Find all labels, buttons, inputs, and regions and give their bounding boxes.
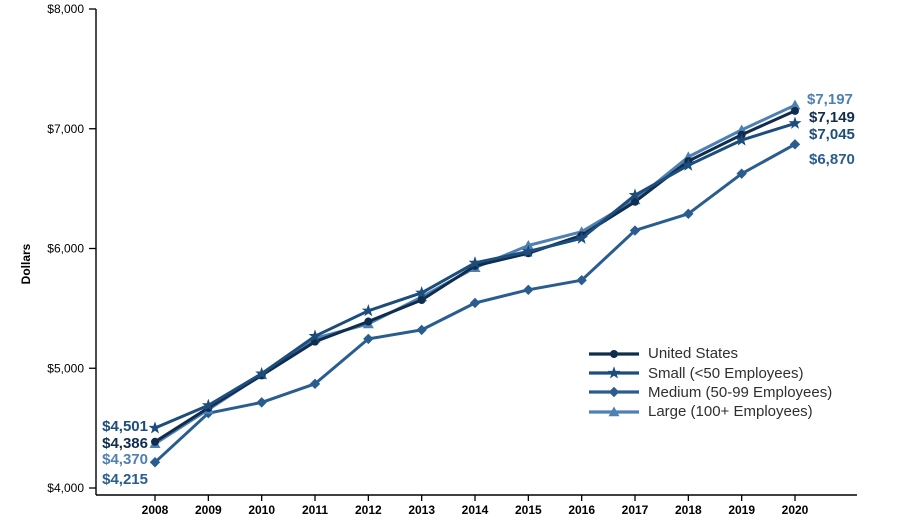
data-point (521, 244, 535, 257)
x-tick-label: 2014 (462, 503, 489, 517)
start-value-label: $4,386 (102, 435, 148, 452)
diamond-marker (608, 387, 620, 398)
data-point (629, 225, 641, 236)
data-point (736, 168, 747, 179)
data-point (468, 256, 482, 269)
data-point (628, 188, 642, 201)
diamond-marker-icon (589, 387, 639, 398)
legend-label: United States (648, 345, 739, 363)
data-point (736, 124, 748, 135)
star-marker-icon (589, 366, 639, 379)
x-tick-label: 2017 (622, 503, 649, 517)
start-value-label: $4,370 (102, 451, 148, 468)
data-point (788, 116, 802, 129)
data-point (683, 208, 694, 219)
legend-item-medium-firms: Medium (50-99 Employees) (588, 383, 832, 402)
x-tick-label: 2018 (675, 503, 702, 517)
y-tick-label: $4,000 (47, 481, 84, 495)
y-tick-label: $5,000 (47, 361, 84, 375)
x-tick-label: 2016 (568, 503, 595, 517)
x-tick-label: 2009 (195, 503, 222, 517)
y-tick-label: $6,000 (47, 242, 84, 256)
data-point (255, 366, 269, 380)
x-tick-label: 2020 (782, 503, 809, 517)
legend: United States Small (<50 Employees) Medi… (588, 344, 832, 422)
legend-item-small-firms: Small (<50 Employees) (588, 363, 832, 382)
x-tick-label: 2008 (142, 503, 169, 517)
end-value-label: $6,870 (809, 151, 855, 168)
x-tick-label: 2011 (302, 503, 328, 517)
data-point (575, 231, 589, 244)
end-value-label: $7,149 (809, 109, 855, 126)
data-point (256, 397, 267, 408)
data-point (631, 197, 639, 206)
data-point (361, 303, 375, 317)
data-point (148, 421, 162, 434)
y-axis-title: Dollars (19, 243, 33, 284)
triangle-marker (608, 406, 620, 417)
legend-item-united-states: United States (588, 344, 832, 363)
end-value-label: $7,197 (807, 91, 853, 108)
data-point (681, 158, 695, 171)
x-tick-label: 2013 (408, 503, 435, 517)
legend-item-large-firms: Large (100+ Employees) (588, 402, 832, 421)
x-tick-label: 2012 (355, 503, 382, 517)
legend-label: Small (<50 Employees) (648, 364, 804, 382)
data-point (201, 398, 215, 411)
star-marker (607, 366, 621, 379)
circle-marker-icon (589, 349, 639, 358)
data-point (789, 139, 801, 150)
end-value-label: $7,045 (809, 126, 855, 143)
data-point (416, 324, 427, 336)
y-tick-label: $7,000 (47, 122, 84, 136)
series-small-50-employees (148, 116, 802, 434)
x-tick-label: 2015 (515, 503, 542, 517)
data-point (417, 295, 426, 304)
data-point (469, 297, 481, 309)
data-point (308, 329, 322, 342)
y-tick-label: $8,000 (47, 2, 84, 16)
x-tick-label: 2019 (728, 503, 755, 517)
data-point (415, 286, 429, 299)
data-point (789, 99, 801, 110)
data-point (791, 106, 799, 115)
data-point (151, 437, 159, 446)
circle-marker (610, 349, 618, 358)
legend-label: Large (100+ Employees) (648, 403, 813, 421)
data-point (149, 457, 161, 468)
legend-label: Medium (50-99 Employees) (648, 383, 833, 401)
data-point (309, 378, 321, 390)
data-point (363, 333, 374, 345)
data-point (523, 284, 534, 296)
triangle-marker-icon (589, 406, 639, 417)
x-tick-label: 2010 (248, 503, 275, 517)
data-point (735, 133, 749, 146)
data-point (576, 275, 587, 286)
data-point (364, 317, 373, 326)
start-value-label: $4,501 (102, 418, 148, 435)
start-value-label: $4,215 (102, 471, 148, 488)
